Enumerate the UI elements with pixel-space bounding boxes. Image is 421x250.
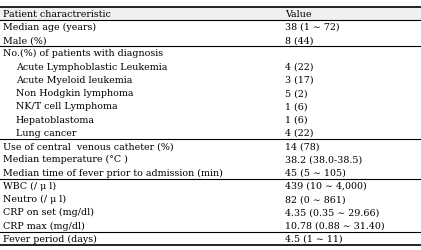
Text: 439 (10 ∼ 4,000): 439 (10 ∼ 4,000) [285, 181, 367, 190]
Bar [0, 179, 421, 192]
Text: 8 (44): 8 (44) [285, 36, 314, 45]
Text: Median temperature (°C ): Median temperature (°C ) [3, 155, 128, 164]
Bar [0, 21, 421, 34]
Text: 4.5 (1 ∼ 11): 4.5 (1 ∼ 11) [285, 234, 343, 243]
Bar [0, 218, 421, 232]
Text: 45 (5 ∼ 105): 45 (5 ∼ 105) [285, 168, 346, 177]
Bar [0, 153, 421, 166]
Text: CRP on set (mg/dl): CRP on set (mg/dl) [3, 208, 94, 216]
Text: 4 (22): 4 (22) [285, 128, 314, 137]
Bar [0, 140, 421, 153]
Text: NK/T cell Lymphoma: NK/T cell Lymphoma [16, 102, 117, 111]
Text: Acute Myeloid leukemia: Acute Myeloid leukemia [16, 76, 132, 84]
Text: Non Hodgkin lymphoma: Non Hodgkin lymphoma [16, 89, 133, 98]
Bar [0, 192, 421, 205]
Text: Lung cancer: Lung cancer [16, 128, 76, 137]
Text: 4.35 (0.35 ∼ 29.66): 4.35 (0.35 ∼ 29.66) [285, 208, 380, 216]
Text: Patient charactreristic: Patient charactreristic [3, 10, 111, 18]
Bar [0, 232, 421, 245]
Text: Acute Lymphoblastic Leukemia: Acute Lymphoblastic Leukemia [16, 62, 168, 71]
Bar [0, 60, 421, 74]
Text: 82 (0 ∼ 861): 82 (0 ∼ 861) [285, 194, 346, 203]
Text: 38.2 (38.0-38.5): 38.2 (38.0-38.5) [285, 155, 362, 164]
Text: Hepatoblastoma: Hepatoblastoma [16, 115, 95, 124]
Text: 1 (6): 1 (6) [285, 115, 308, 124]
Text: Median time of fever prior to admission (min): Median time of fever prior to admission … [3, 168, 223, 177]
Text: 5 (2): 5 (2) [285, 89, 308, 98]
Bar [0, 113, 421, 126]
Bar [0, 34, 421, 47]
Bar [0, 206, 421, 218]
Text: CRP max (mg/dl): CRP max (mg/dl) [3, 221, 85, 230]
Text: Value: Value [285, 10, 312, 18]
Text: Male (%): Male (%) [3, 36, 47, 45]
Bar [0, 166, 421, 179]
Bar [0, 8, 421, 21]
Bar [0, 47, 421, 60]
Bar [0, 74, 421, 87]
Bar [0, 100, 421, 113]
Text: No.(%) of patients with diagnosis: No.(%) of patients with diagnosis [3, 49, 163, 58]
Bar [0, 87, 421, 100]
Text: Neutro (/ μ l): Neutro (/ μ l) [3, 194, 67, 203]
Text: WBC (/ μ l): WBC (/ μ l) [3, 181, 56, 190]
Text: 1 (6): 1 (6) [285, 102, 308, 111]
Text: 3 (17): 3 (17) [285, 76, 314, 84]
Text: 10.78 (0.88 ∼ 31.40): 10.78 (0.88 ∼ 31.40) [285, 221, 385, 230]
Text: 4 (22): 4 (22) [285, 62, 314, 71]
Text: 14 (78): 14 (78) [285, 142, 320, 150]
Text: 38 (1 ∼ 72): 38 (1 ∼ 72) [285, 23, 340, 32]
Text: Median age (years): Median age (years) [3, 23, 96, 32]
Text: Use of central  venous catheter (%): Use of central venous catheter (%) [3, 142, 174, 150]
Bar [0, 126, 421, 140]
Text: Fever period (days): Fever period (days) [3, 234, 97, 243]
